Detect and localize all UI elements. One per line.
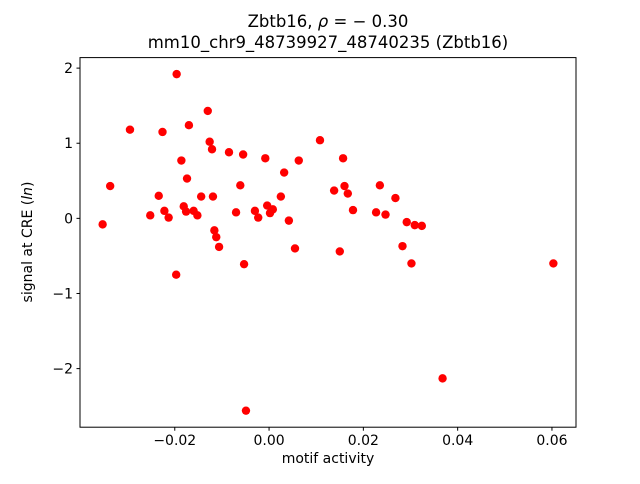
data-point [164,213,173,222]
data-point [348,205,358,215]
data-point [125,125,135,134]
data-point [208,192,218,201]
data-point [381,210,390,219]
y-tick-label: −1 [52,286,73,302]
data-point [105,181,115,191]
data-point [160,206,169,216]
data-point [239,259,249,269]
axes: −0.02 0.00 0.02 0.04 0.06 −2 −1 0 1 2 [52,57,577,449]
x-tick-label: 0.00 [253,433,284,449]
data-point [207,145,217,154]
data-point [340,181,349,191]
data-point [402,217,411,227]
data-point [294,156,303,165]
y-axis-label: signal at CRE (ln) [20,182,36,303]
data-point [146,211,155,220]
data-point [410,220,419,230]
data-point [407,259,416,268]
x-tick-label: 0.04 [442,433,473,449]
data-point [236,181,245,190]
data-point [279,168,289,177]
data-point [238,150,248,159]
data-point [371,208,381,217]
data-point [268,205,278,214]
data-point [203,106,212,116]
data-point [343,189,353,198]
data-point [214,242,224,252]
data-point [231,208,241,217]
data-point [193,211,202,220]
data-point [438,374,447,383]
data-point [212,232,221,242]
data-point [196,192,206,201]
x-tick-label: −0.02 [153,433,196,449]
data-point [290,244,300,253]
data-point [398,241,407,251]
x-axis-label: motif activity [282,451,375,467]
x-tick-label: 0.06 [536,433,567,449]
y-tick-label: 0 [64,211,73,227]
data-point [335,247,344,256]
data-point [276,192,286,201]
data-point [261,154,270,163]
data-point [172,69,181,79]
data-point [224,148,234,157]
y-tick-label: 1 [64,136,73,152]
data-point [549,259,558,268]
chart-title: Zbtb16, ρ = − 0.30 [248,12,409,31]
data-point [184,121,194,130]
data-point [315,136,325,145]
data-point [338,154,348,163]
scatter-points [98,69,558,415]
data-point [329,186,339,195]
data-point [375,181,385,190]
data-point [177,156,186,165]
plot-frame [79,57,577,428]
data-point [171,270,181,279]
x-tick-label: 0.02 [348,433,379,449]
data-point [98,220,107,229]
data-point [250,206,260,216]
chart-subtitle: mm10_chr9_48739927_48740235 (Zbtb16) [148,33,509,53]
data-point [181,207,191,216]
y-tick-label: 2 [64,61,73,77]
data-point [241,406,251,415]
data-point [158,127,167,137]
data-point [254,213,263,222]
y-tick-label: −2 [52,362,73,378]
data-point [210,226,219,235]
data-point [182,174,192,183]
data-point [154,191,163,201]
data-point [417,221,427,231]
data-point [205,137,214,146]
data-point [391,193,400,203]
data-point [284,216,294,225]
